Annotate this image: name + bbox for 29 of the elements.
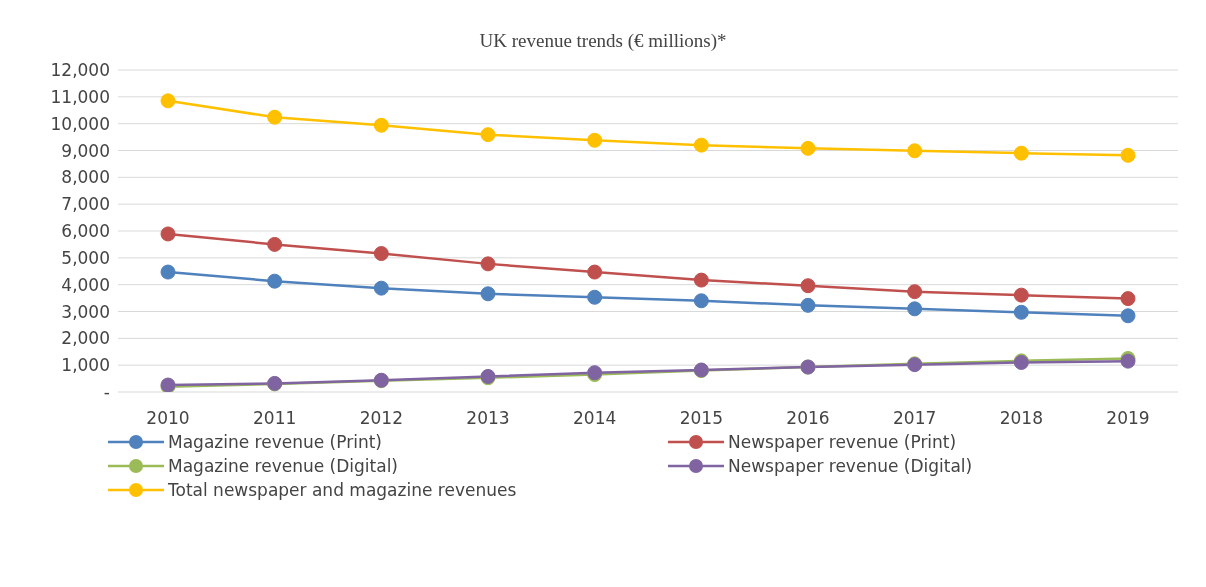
y-tick-label: 2,000 bbox=[61, 328, 110, 349]
legend-label: Total newspaper and magazine revenues bbox=[168, 480, 517, 500]
y-tick-label: 9,000 bbox=[61, 140, 110, 161]
y-tick-label: 1,000 bbox=[61, 355, 110, 376]
legend-label: Newspaper revenue (Digital) bbox=[728, 456, 973, 476]
x-tick-label: 2012 bbox=[359, 408, 403, 429]
legend-label: Magazine revenue (Print) bbox=[168, 432, 382, 452]
x-tick-label: 2010 bbox=[146, 408, 190, 429]
x-tick-label: 2017 bbox=[893, 408, 937, 429]
x-tick-label: 2019 bbox=[1106, 408, 1150, 429]
y-tick-label: 11,000 bbox=[50, 86, 110, 107]
y-tick-label: 5,000 bbox=[61, 247, 110, 268]
x-tick-label: 2018 bbox=[999, 408, 1043, 429]
legend-label: Magazine revenue (Digital) bbox=[168, 456, 398, 476]
y-tick-label: 3,000 bbox=[61, 301, 110, 322]
y-tick-label: 7,000 bbox=[61, 194, 110, 215]
y-tick-label: 8,000 bbox=[61, 167, 110, 188]
y-tick-label: 4,000 bbox=[61, 274, 110, 295]
y-tick-label: - bbox=[103, 382, 110, 403]
y-tick-label: 10,000 bbox=[50, 113, 110, 134]
x-tick-label: 2016 bbox=[786, 408, 830, 429]
y-tick-label: 12,000 bbox=[50, 60, 110, 81]
x-tick-label: 2013 bbox=[466, 408, 510, 429]
legend-label: Newspaper revenue (Print) bbox=[728, 432, 957, 452]
y-tick-label: 6,000 bbox=[61, 221, 110, 242]
chart-title: UK revenue trends (€ millions)* bbox=[478, 29, 728, 53]
x-tick-label: 2014 bbox=[573, 408, 617, 429]
x-tick-label: 2011 bbox=[253, 408, 297, 429]
x-tick-label: 2015 bbox=[679, 408, 723, 429]
